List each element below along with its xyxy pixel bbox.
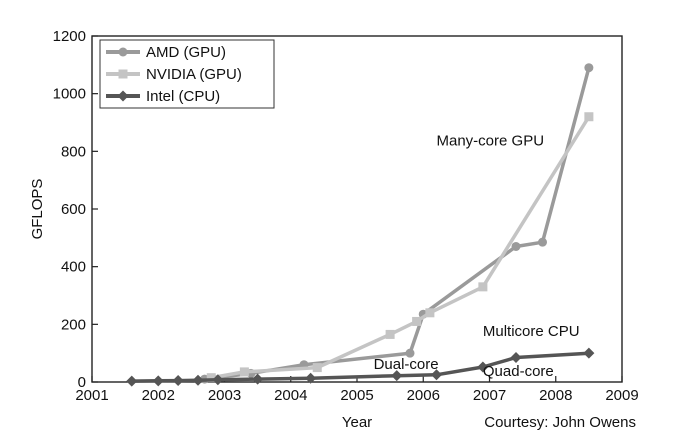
data-point-nvidia [478,282,488,292]
data-point-intel [172,375,184,387]
series-layer [126,63,595,387]
x-tick-label: 2003 [208,387,241,404]
legend-marker-amd [118,47,128,57]
y-tick-label: 600 [61,201,86,218]
series-nvidia [206,112,594,383]
data-point-intel [212,374,224,386]
data-point-intel [126,375,138,387]
x-tick-label: 2008 [539,387,572,404]
y-tick-label: 1000 [53,86,86,103]
legend-item-intel: Intel (CPU) [106,88,220,105]
x-tick-label: 2007 [473,387,506,404]
series-intel [126,347,595,387]
data-point-intel [252,373,264,385]
data-point-nvidia [312,363,322,373]
data-point-intel [192,374,204,386]
legend-item-nvidia: NVIDIA (GPU) [106,66,242,83]
legend-label-intel: Intel (CPU) [146,88,220,105]
x-tick-label: 2004 [274,387,307,404]
data-point-amd [584,63,594,73]
y-tick-label: 0 [78,374,86,391]
x-tick-label: 2009 [605,387,638,404]
data-point-amd [538,237,547,247]
legend-marker-nvidia [118,69,128,79]
y-tick-label: 200 [61,316,86,333]
annotation-many-core-gpu: Many-core GPU [437,133,545,150]
data-point-nvidia [239,367,249,377]
data-point-intel [583,347,595,359]
legend-item-amd: AMD (GPU) [106,44,226,61]
data-point-intel [391,370,403,382]
y-axis-title: GFLOPS [29,179,46,240]
data-point-nvidia [206,373,216,383]
data-point-intel [305,372,317,384]
legend: AMD (GPU) NVIDIA (GPU) Intel (CPU) [99,39,275,109]
data-point-intel [431,369,442,381]
legend-label-nvidia: NVIDIA (GPU) [146,66,242,83]
data-point-nvidia [412,316,422,326]
series-line-nvidia [210,115,591,380]
credit-text: Courtesy: John Owens [484,414,636,431]
data-point-intel [477,361,489,373]
data-point-nvidia [425,308,435,318]
y-axis-ticks: 0 200 400 600 800 1000 1200 [53,28,98,391]
data-point-amd [405,348,415,358]
data-point-amd [511,241,521,251]
x-tick-label: 2001 [75,387,108,404]
legend-marker-intel [117,90,129,102]
y-tick-label: 1200 [53,28,86,45]
x-tick-label: 2006 [407,387,440,404]
x-axis-ticks: 2001 2002 2003 2004 2005 2006 2007 2008 2009 [75,376,639,404]
data-point-nvidia [385,329,395,339]
data-point-intel [152,375,164,387]
data-point-intel [510,351,522,363]
annotation-multicore-cpu: Multicore CPU [483,323,580,340]
annotation-dual-core: Dual-core [374,356,439,373]
y-tick-label: 800 [61,143,86,160]
x-tick-label: 2005 [340,387,373,404]
y-tick-label: 400 [61,259,86,276]
data-point-nvidia [584,112,594,122]
x-tick-label: 2002 [142,387,175,404]
legend-label-amd: AMD (GPU) [146,44,226,61]
x-axis-title: Year [342,414,372,431]
annotation-quad-core: Quad-core [483,363,554,380]
annotation-layer: Many-core GPU Multicore CPU Dual-core Qu… [374,133,580,381]
